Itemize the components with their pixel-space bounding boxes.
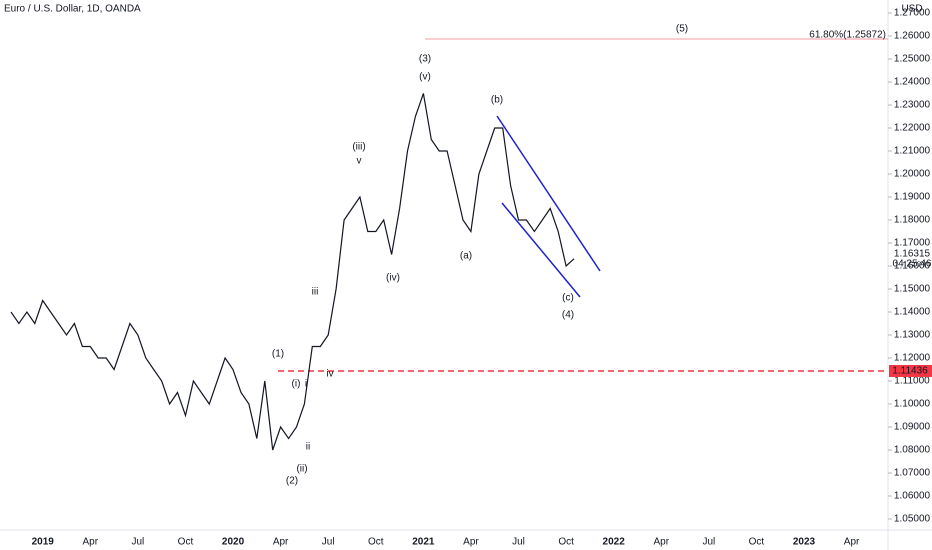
x-tick-label: Oct (178, 537, 194, 548)
x-tick-label: Oct (749, 537, 765, 548)
y-tick-label: 1.14000 (894, 307, 931, 318)
wave-label: (a) (460, 251, 472, 262)
y-tick-label: 1.07000 (894, 468, 931, 479)
wave-label: (iii) (352, 142, 365, 153)
x-tick-label: 2022 (603, 537, 626, 548)
countdown-label: 04:25:46 (893, 258, 932, 269)
y-tick-label: 1.13000 (894, 330, 931, 341)
x-tick-label: Jul (512, 537, 525, 548)
y-tick-label: 1.27000 (894, 8, 931, 19)
price-label-box (889, 364, 932, 377)
y-tick-label: 1.22000 (894, 123, 931, 134)
fib-label: 61.80%(1.25872) (809, 30, 886, 41)
y-tick-label: 1.20000 (894, 169, 931, 180)
wave-label: (2) (286, 476, 298, 487)
wave-label: (c) (562, 293, 574, 304)
price-line (10, 93, 575, 451)
x-tick-label: 2021 (412, 537, 435, 548)
wave-label: (v) (419, 72, 431, 83)
x-tick-label: 2023 (793, 537, 816, 548)
y-tick-label: 1.24000 (894, 77, 931, 88)
y-tick-label: 1.06000 (894, 491, 931, 502)
x-tick-label: Jul (322, 537, 335, 548)
y-tick-label: 1.18000 (894, 215, 931, 226)
y-tick-label: 1.09000 (894, 422, 931, 433)
y-tick-label: 1.26000 (894, 31, 931, 42)
wave-label: (b) (491, 95, 503, 106)
y-tick-label: 1.21000 (894, 146, 931, 157)
x-tick-label: Jul (702, 537, 715, 548)
y-tick-label: 1.10000 (894, 399, 931, 410)
price-label: 1.11436 (892, 366, 928, 377)
y-tick-label: 1.08000 (894, 445, 931, 456)
wave-label: (i) (292, 379, 301, 390)
wave-label: i (305, 379, 307, 390)
y-tick-label: 1.17000 (894, 238, 931, 249)
wave-label: (1) (272, 349, 284, 360)
channel-upper (496, 115, 601, 272)
x-tick-label: 2019 (32, 537, 55, 548)
x-tick-label: Jul (131, 537, 144, 548)
x-tick-label: Apr (844, 537, 860, 548)
x-tick-label: Oct (558, 537, 574, 548)
y-tick-label: 1.05000 (894, 514, 931, 525)
wave-label: iv (326, 369, 333, 380)
x-tick-label: Apr (83, 537, 99, 548)
wave-label: ii (306, 442, 310, 453)
y-tick-label: 1.12000 (894, 353, 931, 364)
y-tick-label: 1.11000 (894, 376, 930, 387)
x-tick-label: Apr (463, 537, 479, 548)
y-tick-label: 1.15000 (894, 284, 931, 295)
x-tick-label: Apr (653, 537, 669, 548)
x-tick-label: Apr (273, 537, 289, 548)
wave-label: (ii) (296, 464, 307, 475)
wave-label: (5) (676, 24, 688, 35)
wave-label: (iv) (386, 273, 400, 284)
x-tick-label: Oct (368, 537, 384, 548)
wave-label: (3) (419, 54, 431, 65)
wave-label: (4) (562, 310, 574, 321)
y-tick-label: 1.16000 (894, 261, 931, 272)
x-tick-label: 2020 (222, 537, 245, 548)
y-tick-label: 1.19000 (894, 192, 931, 203)
y-tick-label: 1.23000 (894, 100, 931, 111)
wave-label: v (357, 156, 362, 167)
last-price-label: 1.16315 (894, 248, 931, 259)
chart-title: Euro / U.S. Dollar, 1D, OANDA (4, 4, 141, 15)
wave-label: iii (312, 287, 319, 298)
currency-label: USD (901, 4, 922, 15)
channel-lower (501, 202, 581, 298)
y-tick-label: 1.25000 (894, 54, 931, 65)
